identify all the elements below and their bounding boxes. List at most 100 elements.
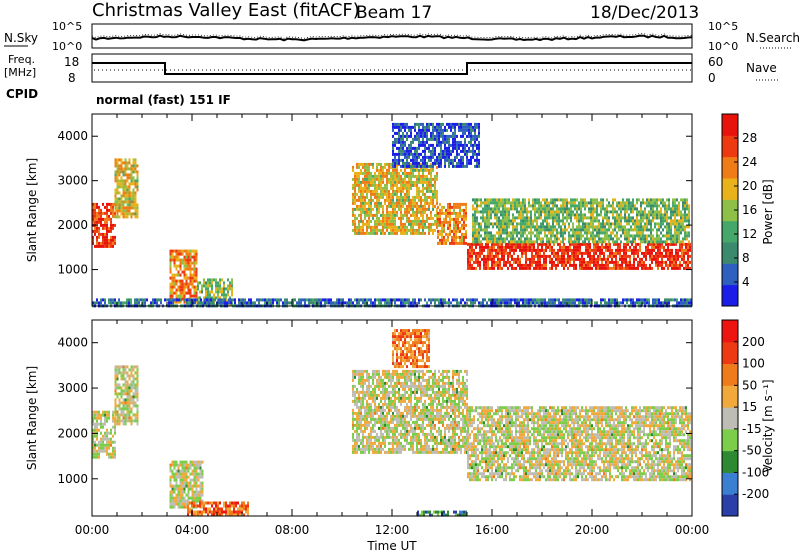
heatmap-cell xyxy=(441,205,443,209)
heatmap-cell xyxy=(536,298,538,302)
heatmap-cell xyxy=(622,225,624,229)
heatmap-cell xyxy=(516,234,518,238)
heatmap-cell xyxy=(400,301,402,305)
heatmap-cell xyxy=(412,152,414,156)
heatmap-cell xyxy=(457,235,459,239)
heatmap-cell xyxy=(638,234,640,238)
heatmap-cell xyxy=(642,198,644,202)
heatmap-cell xyxy=(324,298,326,302)
heatmap-cell xyxy=(169,249,172,253)
heatmap-cell xyxy=(685,263,687,267)
heatmap-cell xyxy=(500,204,502,208)
heatmap-cell xyxy=(432,143,434,147)
heatmap-cell xyxy=(520,216,522,220)
heatmap-cell xyxy=(400,164,402,168)
heatmap-cell xyxy=(522,207,524,211)
heatmap-cell xyxy=(474,164,476,168)
heatmap-cell xyxy=(676,237,678,241)
heatmap-cell xyxy=(502,240,504,244)
heatmap-cell xyxy=(207,296,209,300)
heatmap-cell xyxy=(582,201,584,205)
heatmap-cell xyxy=(551,245,553,249)
heatmap-cell xyxy=(382,213,384,217)
heatmap-cell xyxy=(517,257,519,261)
heatmap-cell xyxy=(467,263,469,267)
heatmap-cell xyxy=(558,237,560,241)
heatmap-cell xyxy=(670,228,672,232)
heatmap-cell xyxy=(598,222,600,226)
heatmap-cell xyxy=(226,301,228,305)
heatmap-cell xyxy=(116,209,119,213)
heatmap-cell xyxy=(352,195,354,199)
heatmap-cell xyxy=(447,226,449,230)
heatmap-cell xyxy=(418,125,420,129)
heatmap-cell xyxy=(596,231,598,235)
heatmap-cell xyxy=(562,231,564,235)
heatmap-cell xyxy=(516,228,518,232)
heatmap-cell xyxy=(619,248,621,252)
heatmap-cell xyxy=(638,301,640,305)
heatmap-cell xyxy=(512,219,514,223)
heatmap-cell xyxy=(646,240,648,244)
heatmap-cell xyxy=(506,234,508,238)
heatmap-cell xyxy=(104,223,106,227)
heatmap-cell xyxy=(481,248,483,252)
heatmap-cell xyxy=(394,125,396,129)
heatmap-cell xyxy=(446,128,448,132)
heatmap-cell xyxy=(682,240,684,244)
heatmap-cell xyxy=(592,228,594,232)
heatmap-cell xyxy=(406,125,408,129)
heatmap-cell xyxy=(126,206,129,210)
heatmap-cell xyxy=(586,234,588,238)
heatmap-cell xyxy=(128,185,131,189)
heatmap-cell xyxy=(376,216,378,220)
heatmap-cell xyxy=(548,207,550,211)
heatmap-cell xyxy=(215,287,217,291)
heatmap-cell xyxy=(660,213,662,217)
heatmap-cell xyxy=(396,186,398,190)
heatmap-cell xyxy=(525,242,527,246)
heatmap-cell xyxy=(354,183,356,187)
heatmap-cell xyxy=(136,301,138,305)
heatmap-cell xyxy=(491,260,493,264)
heatmap-cell xyxy=(402,122,404,126)
heatmap-cell xyxy=(670,207,672,211)
heatmap-cell xyxy=(606,231,608,235)
heatmap-cell xyxy=(424,210,426,214)
heatmap-cell xyxy=(209,278,211,282)
heatmap-cell xyxy=(402,177,404,181)
heatmap-cell xyxy=(476,240,478,244)
heatmap-cell xyxy=(116,203,119,207)
heatmap-cell xyxy=(416,152,418,156)
heatmap-cell xyxy=(641,263,643,267)
heatmap-cell xyxy=(509,254,511,258)
heatmap-cell xyxy=(432,228,434,232)
heatmap-cell xyxy=(478,234,480,238)
heatmap-cell xyxy=(632,298,634,302)
heatmap-cell xyxy=(352,198,354,202)
heatmap-cell xyxy=(173,279,176,283)
heatmap-cell xyxy=(462,149,464,153)
heatmap-cell xyxy=(618,216,620,220)
heatmap-cell xyxy=(494,204,496,208)
heatmap-cell xyxy=(527,248,529,252)
heatmap-cell xyxy=(408,301,410,305)
heatmap-cell xyxy=(498,201,500,205)
heatmap-cell xyxy=(366,171,368,175)
heatmap-cell xyxy=(185,267,188,271)
heatmap-cell xyxy=(464,140,466,144)
heatmap-cell xyxy=(420,225,422,229)
heatmap-cell xyxy=(497,248,499,252)
heatmap-cell xyxy=(613,260,615,264)
heatmap-cell xyxy=(440,298,442,302)
heatmap-cell xyxy=(477,260,479,264)
heatmap-cell xyxy=(428,231,430,235)
heatmap-cell xyxy=(422,216,424,220)
heatmap-cell xyxy=(400,137,402,141)
heatmap-cell xyxy=(426,186,428,190)
heatmap-cell xyxy=(459,229,461,233)
heatmap-cell xyxy=(648,301,650,305)
heatmap-cell xyxy=(436,298,438,302)
heatmap-cell xyxy=(132,164,135,168)
heatmap-cell xyxy=(390,180,392,184)
